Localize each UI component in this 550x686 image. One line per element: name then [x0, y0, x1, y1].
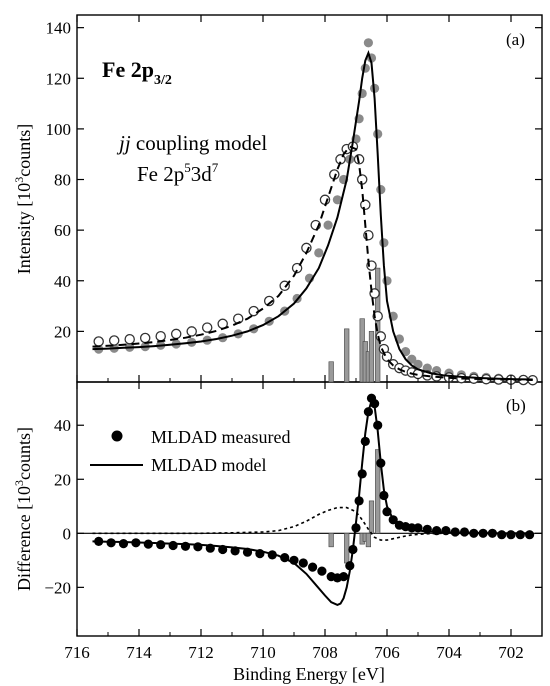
stick-bar [368, 331, 375, 383]
data-point [201, 322, 213, 333]
y-tick-label: 80 [54, 171, 71, 190]
x-tick-label: 714 [126, 643, 152, 662]
data-point [413, 359, 423, 369]
data-point [525, 530, 535, 540]
x-tick-label: 706 [374, 643, 400, 662]
data-point [106, 538, 116, 548]
y-tick-label: 120 [46, 69, 72, 88]
stick-bar [344, 328, 350, 383]
x-tick-label: 710 [250, 643, 276, 662]
data-point [323, 220, 333, 230]
data-point [93, 336, 104, 347]
x-tick-label: 702 [498, 643, 524, 662]
config-annotation: Fe 2p53d7 [137, 160, 219, 186]
panel-b-label: (b) [506, 396, 526, 415]
data-point [363, 38, 373, 48]
config-part-2: 5 [184, 160, 191, 175]
data-point [168, 540, 178, 551]
data-point [515, 530, 525, 540]
data-point [291, 262, 303, 274]
x-tick-label: 712 [188, 643, 214, 662]
panel-a-label: (a) [506, 30, 525, 49]
y-tick-label: 40 [54, 272, 71, 291]
series-dashed-line [92, 145, 533, 381]
data-point [308, 562, 318, 572]
stick-bar [344, 533, 350, 564]
stick-bar [328, 533, 334, 548]
config-part-3: 3d [191, 162, 213, 186]
data-point [382, 276, 392, 286]
data-point [186, 326, 197, 337]
data-point [317, 566, 327, 576]
stick-bar [365, 533, 372, 548]
data-point [124, 333, 135, 345]
x-axis-label: Binding Energy [eV] [233, 664, 385, 684]
stick-bar [368, 500, 375, 534]
series-solid-line [92, 50, 533, 381]
series-solid-line [92, 398, 533, 606]
data-point [332, 195, 342, 205]
data-point [143, 539, 153, 549]
data-point [298, 558, 308, 568]
model-annotation-italic: jj [116, 131, 131, 155]
y-tick-label: 60 [54, 221, 71, 240]
legend-label-measured: MLDAD measured [151, 427, 290, 447]
config-part-1: Fe 2p [137, 162, 184, 186]
y-label-a-part-2: 3 [12, 177, 26, 183]
panel-b-frame [76, 381, 543, 637]
model-annotation-rest: coupling model [131, 131, 268, 155]
legend-marker-measured [111, 430, 123, 442]
y-tick-label: 20 [54, 470, 71, 489]
y-label-b-part-2: 3 [12, 480, 26, 486]
y-label-b-part-3: counts] [14, 427, 34, 480]
y-label-b-part-1: Difference [10 [14, 486, 34, 591]
y-label-a-part-1: Intensity [10 [14, 183, 34, 275]
y-tick-label: 20 [54, 322, 71, 341]
x-tick-label: 708 [312, 643, 338, 662]
y-tick-label: −20 [44, 578, 71, 597]
chart-title-main: Fe 2p [102, 57, 154, 82]
panel-a-plot [92, 38, 538, 386]
stick-bar [375, 449, 381, 534]
data-point [407, 354, 417, 364]
x-tick-label: 704 [436, 643, 462, 662]
series-dotted-line [92, 506, 533, 541]
panel-b-plot [77, 393, 542, 606]
stick-bar [328, 361, 334, 383]
data-point [373, 129, 383, 139]
data-point [139, 332, 151, 344]
data-point [314, 248, 324, 258]
data-point [263, 295, 275, 307]
data-point [118, 539, 129, 549]
data-point [363, 229, 374, 241]
axes-ticks: 20 40 60 80 100 120 140 −20 0 20 40 716 714 712 710 708… [44, 15, 543, 662]
data-point [170, 328, 182, 340]
data-point [376, 185, 386, 195]
config-part-4: 7 [212, 160, 219, 175]
data-point [372, 310, 383, 322]
data-point [379, 238, 389, 248]
data-point [360, 199, 371, 211]
data-point [108, 335, 120, 346]
data-point [506, 530, 516, 540]
data-point [497, 530, 507, 540]
data-point [357, 469, 367, 479]
model-annotation: jj coupling model [116, 131, 267, 155]
chart-title-sub: 3/2 [154, 73, 172, 88]
y-tick-label: 0 [63, 524, 72, 543]
y-axis-label-a: Intensity [103counts] [12, 124, 34, 275]
y-axis-label-b: Difference [103counts] [12, 427, 34, 591]
y-label-a-part-3: counts] [14, 124, 34, 177]
data-point [155, 330, 166, 342]
y-tick-label: 40 [54, 416, 71, 435]
data-point [339, 572, 349, 582]
y-tick-label: 100 [46, 120, 72, 139]
x-tick-label: 716 [64, 643, 90, 662]
legend-label-model: MLDAD model [151, 455, 267, 475]
data-point [248, 305, 259, 317]
y-tick-label: 140 [46, 19, 72, 38]
data-point [156, 540, 166, 550]
chart-title: Fe 2p3/2 [102, 57, 172, 88]
